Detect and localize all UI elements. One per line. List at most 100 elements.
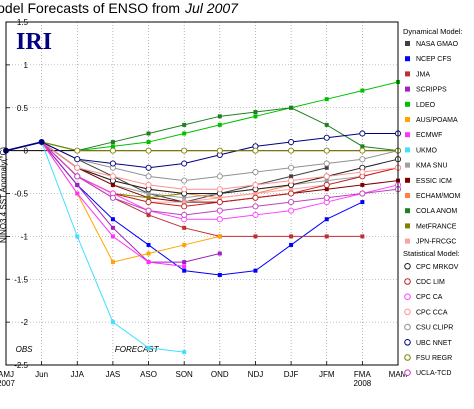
- chart-title: Model Forecasts of ENSO from Jul 2007: [0, 0, 239, 16]
- point-ncep-cfs: [289, 242, 294, 247]
- point-ukmo: [146, 345, 151, 350]
- point-ecmwf: [146, 260, 151, 265]
- point-ubc-nnet: [288, 138, 295, 146]
- plot-frame: [5, 21, 399, 366]
- legend-swatch: [405, 41, 410, 46]
- point-scripps: [110, 225, 115, 230]
- point-fsu-regr: [74, 147, 81, 154]
- point-cpc-cca: [216, 186, 223, 193]
- point-metfrance: [146, 195, 151, 200]
- point-cola-anom: [253, 110, 258, 115]
- series-cpc-cca: [5, 141, 402, 193]
- point-kma-snu: [324, 178, 329, 183]
- legend-swatch: [405, 162, 410, 168]
- series-fsu-regr: [5, 141, 402, 154]
- legend-swatch: [404, 323, 411, 331]
- legend-swatch: [405, 71, 410, 77]
- point-ncep-cfs: [324, 217, 329, 222]
- point-ukmo: [110, 320, 115, 325]
- point-ecmwf: [182, 264, 187, 269]
- legend-swatch: [405, 56, 410, 62]
- legend-swatch: [405, 208, 410, 214]
- point-cpc-cca: [74, 164, 81, 171]
- point-ncep-cfs: [110, 217, 115, 222]
- legend-swatch: [404, 308, 411, 316]
- point-ncep-cfs: [146, 242, 151, 247]
- point-cpc-cca: [181, 186, 188, 193]
- point-ncep-cfs: [182, 268, 187, 273]
- x-tick-label: JFM: [319, 370, 335, 379]
- legend-swatch: [405, 86, 410, 92]
- point-ubc-nnet: [359, 130, 366, 137]
- year-label: 2007: [0, 379, 15, 388]
- legend-swatch: [404, 369, 411, 377]
- point-aus-poama: [217, 234, 222, 239]
- observed-line: [5, 141, 42, 152]
- point-cola-anom: [146, 131, 151, 136]
- point-jpn-frcgc: [253, 191, 258, 196]
- point-ldeo: [217, 122, 222, 127]
- point-aus-poama: [110, 260, 115, 265]
- point-nasa-gmao: [289, 174, 294, 179]
- y-tick-label: -0.5: [14, 190, 28, 199]
- legend-entry: CSU CLIPR: [416, 325, 453, 332]
- point-fsu-regr: [252, 147, 259, 154]
- legend-entry: JMA: [416, 71, 430, 78]
- legend-entry: AUS/POAMA: [416, 117, 458, 124]
- point-essic-icm: [360, 182, 365, 187]
- point-ubc-nnet: [109, 160, 116, 167]
- x-tick-label: MAM: [389, 370, 408, 379]
- legend-swatch: [405, 117, 410, 122]
- point-cola-anom: [289, 105, 294, 110]
- legend-entry: CPC MRKOV: [416, 264, 459, 271]
- point-aus-poama: [146, 251, 151, 256]
- point-ucla-tcd: [359, 190, 366, 197]
- x-tick-label: JAS: [106, 370, 121, 379]
- legend-entry: MetFRANCE: [416, 223, 457, 230]
- point-cdc-lim: [216, 199, 223, 206]
- point-scripps: [217, 251, 222, 256]
- point-ncep-cfs: [253, 268, 258, 273]
- point-cola-anom: [182, 122, 187, 127]
- iri-logo: IRI: [16, 29, 52, 55]
- y-tick-label: 0.5: [17, 104, 29, 113]
- legend-entry: JPN-FRCGC: [416, 239, 456, 246]
- point-ldeo: [324, 97, 329, 102]
- point-cdc-lim: [145, 199, 152, 206]
- point-ukmo: [75, 234, 80, 239]
- point-ldeo: [110, 144, 115, 149]
- legend-heading-dynamical: Dynamical Model:: [403, 27, 463, 36]
- point-csu-clipr: [145, 173, 152, 180]
- point-ucla-tcd: [109, 194, 116, 201]
- legend-swatch: [405, 147, 410, 153]
- legend-swatch: [405, 101, 410, 107]
- series-line-ucla-tcd: [5, 141, 399, 216]
- observed-point: [38, 139, 45, 146]
- point-ucla-tcd: [288, 199, 295, 206]
- y-axis-label: NINO3.4 SST Anomaly(°C): [0, 147, 8, 243]
- point-ucla-tcd: [74, 173, 81, 180]
- point-cdc-lim: [288, 190, 295, 197]
- point-fsu-regr: [359, 147, 366, 154]
- point-ubc-nnet: [145, 164, 152, 171]
- point-csu-clipr: [216, 173, 223, 180]
- chart-title-month: Jul 2007: [184, 0, 239, 16]
- legend-swatch: [404, 339, 411, 346]
- point-ncep-cfs: [360, 200, 365, 205]
- point-ucla-tcd: [216, 207, 223, 214]
- point-ldeo: [360, 88, 365, 93]
- point-aus-poama: [182, 242, 187, 247]
- point-ucla-tcd: [145, 207, 152, 214]
- x-tick-label: OND: [211, 370, 229, 379]
- legend-swatch: [405, 238, 410, 244]
- point-csu-clipr: [359, 156, 366, 163]
- legend-entry: LDEO: [416, 102, 436, 109]
- legend-entry: UCLA-TCD: [416, 370, 451, 377]
- point-jma: [253, 234, 258, 239]
- x-tick-label: FMA: [354, 370, 372, 379]
- point-jma: [324, 234, 329, 239]
- series-cdc-lim: [5, 141, 402, 210]
- point-cpc-cca: [359, 169, 366, 176]
- legend-entry: ESSIC ICM: [416, 178, 452, 185]
